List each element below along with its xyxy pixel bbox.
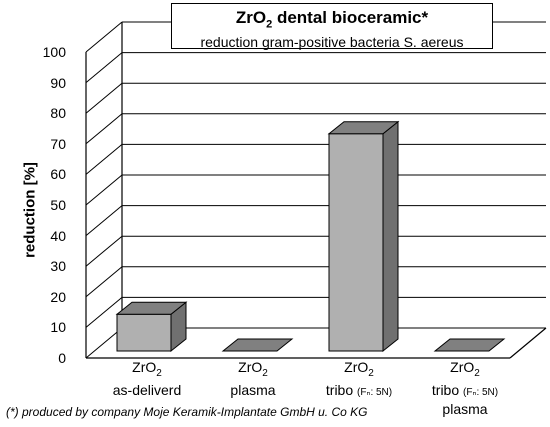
y-tick-label: 20 [50,288,66,305]
x-axis-right [509,327,547,359]
bar-side [382,120,399,353]
x-tick-label: ZrO2 tribo (Fₙ: 5N) [325,359,393,398]
y-tick-label: 80 [50,105,66,122]
y-tick-label: 0 [58,350,66,366]
bar-top [221,338,294,352]
bar [328,133,384,352]
gridline-side [85,205,123,236]
gridline-side [85,113,123,145]
x-tick-label: ZrO2 as-deliverd [112,359,182,398]
gridline-side [85,144,123,175]
gridline-side [85,235,123,267]
y-tick-label: 10 [50,319,66,336]
gridline-side [85,327,123,359]
y-tick-label: 90 [50,74,66,91]
chart-title-box: ZrO2 dental bioceramic* reduction gram-p… [171,3,493,51]
y-tick-label: 100 [42,44,66,60]
y-tick-label: 70 [50,135,66,152]
gridline-side [85,174,123,206]
bar-top [433,338,506,352]
gridline-side [85,52,123,83]
chart-title: ZrO2 dental bioceramic* [235,8,429,31]
y-axis-label: reduction [%] [21,162,39,258]
gridline-side [85,82,123,114]
footnote: (*) produced by company Moje Keramik-Imp… [6,405,368,419]
bar [116,313,172,352]
bar-top [327,121,400,135]
x-tick-label: ZrO2 plasma [230,359,276,398]
gridline-side [85,21,123,53]
y-tick-label: 60 [50,166,66,183]
y-tick-label: 50 [50,197,66,213]
gridline-side [85,266,123,298]
y-tick-label: 40 [50,227,66,244]
chart-subtitle: reduction gram-positive bacteria S. aere… [200,34,464,51]
x-tick-label: ZrO2 tribo (Fₙ: 5N) plasma [431,359,499,417]
y-tick-label: 30 [50,258,66,275]
bar-top [115,301,188,315]
gridline-side [85,297,123,328]
